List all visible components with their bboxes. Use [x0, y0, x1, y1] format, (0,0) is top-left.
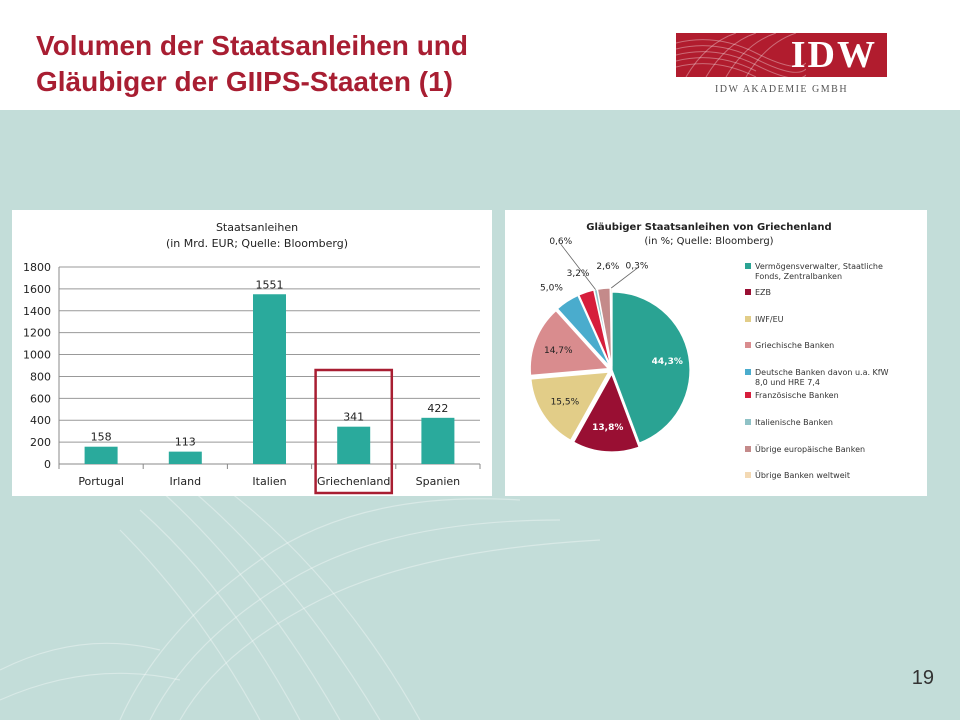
bar-value-label: 113 [175, 436, 196, 449]
bar-italien [253, 294, 286, 464]
y-tick-label: 800 [30, 370, 51, 383]
y-tick-label: 600 [30, 392, 51, 405]
legend-swatch [745, 472, 751, 478]
legend-swatch [745, 263, 751, 269]
legend-entry: Vermögensverwalter, Staatliche Fonds, Zen… [755, 262, 883, 281]
bar-value-label: 341 [343, 411, 364, 424]
slide-header: Volumen der Staatsanleihen und Gläubiger… [0, 0, 960, 110]
y-tick-label: 1600 [23, 283, 51, 296]
y-tick-label: 1000 [23, 349, 51, 362]
highlight-box [314, 368, 394, 495]
logo-subtitle: IDW AKADEMIE GMBH [714, 84, 849, 95]
pie-slice-label: 44,3% [652, 357, 683, 367]
y-tick-label: 0 [44, 458, 51, 471]
bar-irland [168, 451, 202, 464]
pie-slice-label: 0,6% [549, 237, 572, 247]
legend-entry: Deutsche Banken davon u.a. KfW 8,0 und HR… [755, 368, 889, 387]
bar-portugal [84, 446, 118, 464]
pie-slice-label: 14,7% [544, 346, 573, 356]
pie-leader-line [560, 243, 596, 290]
logo-text: IDW [790, 34, 877, 76]
y-tick-label: 1200 [23, 327, 51, 340]
page-number: 19 [911, 667, 934, 689]
legend-swatch [745, 289, 751, 295]
legend-entry: Italienische Banken [755, 418, 833, 427]
pie-slice-label: 13,8% [592, 423, 623, 433]
bar-chart: Staatsanleihen (in Mrd. EUR; Quelle: Blo… [23, 221, 481, 495]
legend-entry: Griechische Banken [755, 341, 834, 350]
pie-slice [556, 294, 611, 368]
legend-entry: Übrige Banken weltweit [755, 470, 850, 480]
background-arcs [0, 469, 601, 720]
pie-slice-label: 2,6% [596, 262, 619, 272]
y-tick-label: 1800 [23, 261, 51, 274]
legend-swatch [745, 316, 751, 322]
legend-entry: IWF/EU [755, 315, 784, 324]
legend-entry: Übrige europäische Banken [755, 444, 865, 454]
logo-pattern [676, 33, 806, 77]
legend-swatch [745, 342, 751, 348]
y-tick-label: 400 [30, 414, 51, 427]
y-tick-label: 1400 [23, 305, 51, 318]
pie-slice-label: 15,5% [551, 398, 580, 408]
pie-slice-label: 5,0% [540, 283, 563, 293]
legend-swatch [745, 446, 751, 452]
legend-entry: EZB [755, 288, 771, 297]
legend-entry: Französische Banken [755, 391, 839, 400]
pie-slice-label: 3,2% [567, 269, 590, 279]
bar-griechenland [337, 426, 371, 464]
bar-chart-subtitle: (in Mrd. EUR; Quelle: Bloomberg) [166, 237, 348, 250]
pie-slice [530, 371, 610, 442]
legend-swatch [745, 392, 751, 398]
legend-swatch [745, 419, 751, 425]
bar-value-label: 422 [427, 402, 448, 415]
bar-value-label: 158 [91, 431, 112, 444]
y-tick-label: 200 [30, 436, 51, 449]
pie-chart-panel: Gläubiger Staatsanleihen von Griechenlan… [505, 210, 927, 496]
pie-slice [529, 309, 610, 377]
bar-value-label: 1551 [256, 278, 284, 291]
slide-title-line1: Volumen der Staatsanleihen und [36, 30, 469, 61]
x-tick-label: Spanien [416, 475, 461, 488]
slide-title-line2: Gläubiger der GIIPS-Staaten (1) [36, 66, 453, 97]
idw-logo: IDW [676, 33, 887, 77]
bar-chart-title: Staatsanleihen [216, 221, 298, 234]
pie-leader-line [610, 268, 638, 289]
x-tick-label: Italien [252, 475, 286, 488]
bar-spanien [421, 417, 455, 464]
pie-slice [572, 372, 640, 453]
pie-slice [609, 287, 613, 367]
pie-slice [611, 291, 691, 444]
x-tick-label: Griechenland [317, 475, 390, 488]
x-tick-label: Irland [170, 475, 202, 488]
bar-chart-panel: Staatsanleihen (in Mrd. EUR; Quelle: Blo… [12, 210, 492, 496]
legend-swatch [745, 369, 751, 375]
pie-chart-title: Gläubiger Staatsanleihen von Griechenlan… [586, 222, 831, 233]
slide-body: Staatsanleihen (in Mrd. EUR; Quelle: Blo… [0, 110, 960, 720]
pie-slice-label: 0,3% [626, 261, 649, 271]
x-tick-label: Portugal [78, 475, 124, 488]
pie-chart-subtitle: (in %; Quelle: Bloomberg) [644, 236, 773, 247]
slide-title: Volumen der Staatsanleihen und Gläubiger… [36, 28, 468, 100]
pie-chart: Gläubiger Staatsanleihen von Griechenlan… [529, 222, 889, 480]
